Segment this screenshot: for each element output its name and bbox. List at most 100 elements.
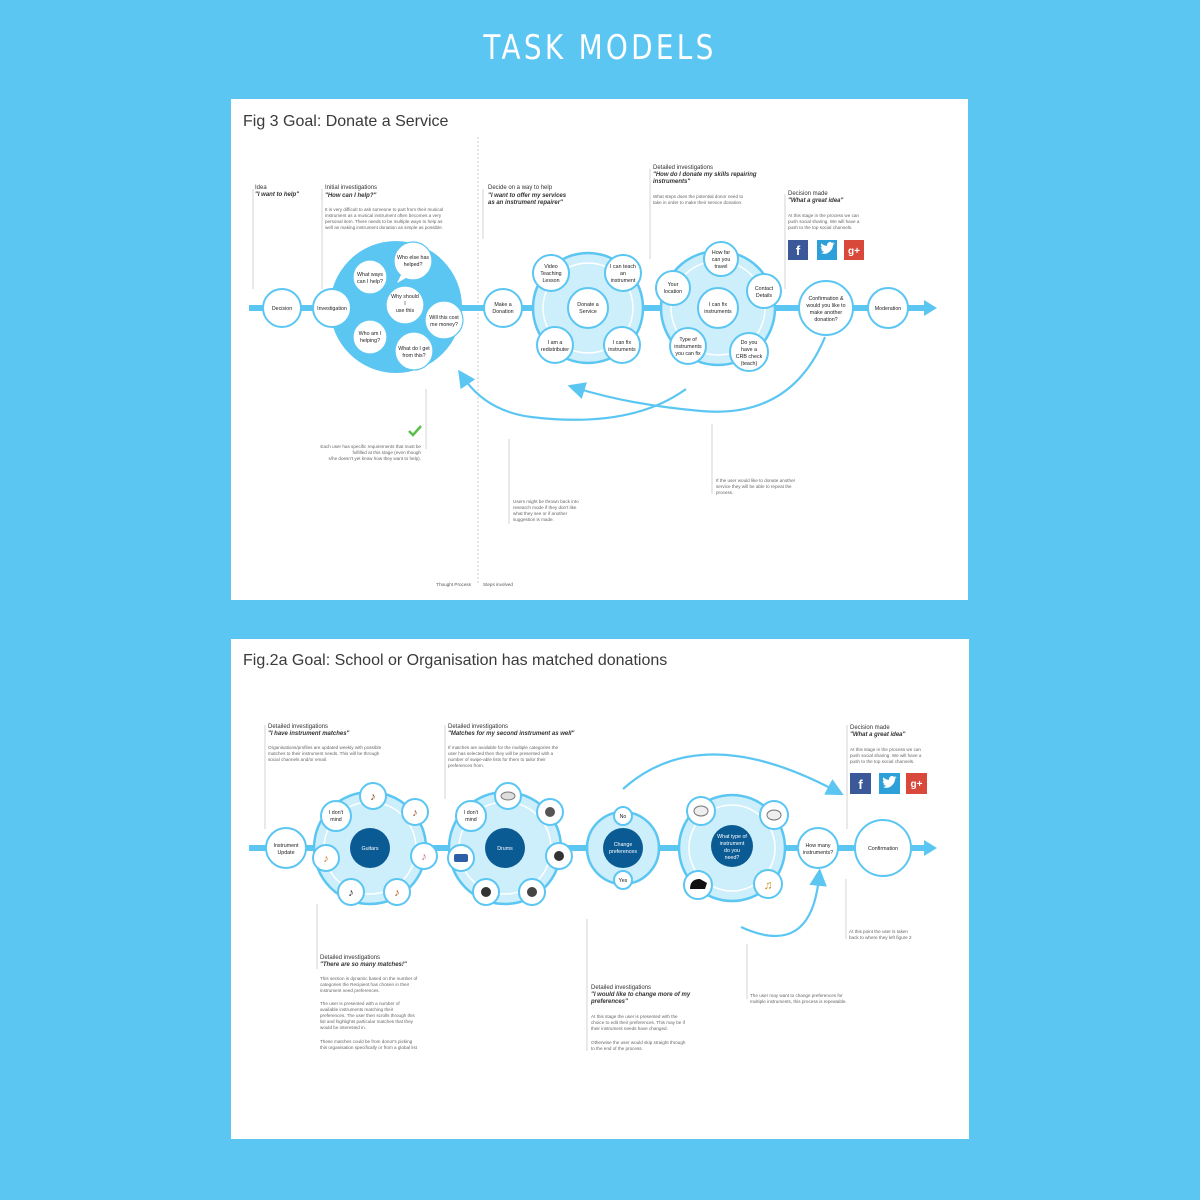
guitar-icon: ♪ (421, 851, 427, 863)
svg-text:Type of: Type of (679, 337, 697, 343)
svg-text:If the user would like to dona: If the user would like to donate another (716, 478, 796, 483)
svg-text:instruments?: instruments? (803, 850, 833, 856)
svg-text:Will this cost: Will this cost (429, 315, 459, 321)
guitar-option[interactable]: ♪ (383, 878, 411, 906)
option-teach-instrument[interactable]: I can teach an instrument (604, 254, 642, 292)
donate-service-center[interactable]: Donate a Service (567, 287, 609, 329)
svg-text:helped?: helped? (404, 262, 423, 268)
option-crb-check[interactable]: Do you have a CRB check (teach) (729, 332, 769, 372)
no-option[interactable]: No (613, 806, 633, 826)
svg-text:mind: mind (330, 817, 342, 823)
drums-center[interactable]: Drums (485, 828, 525, 868)
svg-text:Video: Video (544, 264, 558, 270)
confirmation-node[interactable]: Confirmation (854, 819, 912, 877)
flow-arrowhead (924, 840, 937, 856)
option-how-far[interactable]: How far can you travel (703, 241, 739, 277)
drum-icon (481, 887, 491, 897)
svg-text:need?: need? (725, 855, 740, 861)
drum-option[interactable] (518, 878, 546, 906)
twitter-icon[interactable] (817, 240, 837, 260)
svg-text:I can fix: I can fix (709, 302, 728, 308)
guitar-option[interactable]: ♪ (401, 798, 429, 826)
svg-text:"What a great idea": "What a great idea" (788, 198, 844, 204)
svg-text:use this: use this (396, 308, 415, 314)
svg-text:categories the Recipient has c: categories the Recipient has chosen in t… (320, 982, 410, 987)
svg-text:personal item. There needs to: personal item. There needs to be multipl… (325, 219, 443, 224)
svg-text:I can teach: I can teach (610, 264, 636, 270)
thought-what-ways: What ways can I help? (352, 259, 388, 295)
guitar-option[interactable]: ♪ (359, 782, 387, 810)
svg-text:Decide on a way to help: Decide on a way to help (488, 185, 553, 191)
svg-text:list and highlights particular: list and highlights particular matches t… (320, 1019, 414, 1024)
svg-text:this organisation specifically: this organisation specifically or from a… (320, 1045, 418, 1050)
svg-text:Detailed investigations: Detailed investigations (448, 724, 508, 730)
svg-text:from this?: from this? (402, 353, 425, 359)
guitar-icon: ♪ (348, 887, 354, 899)
svg-text:fulfilled at this stage (even: fulfilled at this stage (even though (353, 450, 422, 455)
guitar-option[interactable]: ♪ (337, 878, 365, 906)
drum-type-option[interactable] (686, 796, 716, 826)
facebook-icon[interactable]: f (788, 240, 808, 260)
moderation-node[interactable]: Moderation (867, 287, 909, 329)
svg-text:Teaching: Teaching (540, 271, 561, 277)
twitter-icon[interactable] (879, 773, 900, 794)
svg-text:you can fix: you can fix (675, 351, 701, 357)
svg-text:preferences": preferences" (590, 999, 628, 1005)
guitars-center[interactable]: Guitars (350, 828, 390, 868)
option-redistributer[interactable]: I am a redistributer (536, 326, 574, 364)
confirmation-node[interactable]: Confirmation & would you like to make an… (798, 280, 854, 336)
yes-option[interactable]: Yes (613, 870, 633, 890)
svg-text:preferences: preferences (609, 849, 637, 855)
detailed-investigations-2: Detailed investigations "Matches for my … (448, 724, 575, 768)
figure-2a-panel: Fig.2a Goal: School or Organisation has … (231, 639, 969, 1139)
saxophone-type-option[interactable]: ♫ (753, 869, 783, 899)
guitar-option[interactable]: ♪ (410, 842, 438, 870)
svg-text:What steps does the potential: What steps does the potential donor need… (653, 194, 744, 199)
svg-text:suggestion is made.: suggestion is made. (513, 517, 554, 522)
guitar-option[interactable]: ♪ (312, 844, 340, 872)
svg-text:"Matches for my second instrum: "Matches for my second instrument as wel… (448, 731, 575, 737)
google-plus-icon[interactable]: g+ (844, 240, 864, 260)
what-type-node[interactable]: What type of instrument do you need? (711, 825, 753, 867)
svg-text:If matches are available for t: If matches are available for the multipl… (448, 745, 558, 750)
svg-text:Detailed investigations: Detailed investigations (268, 724, 328, 730)
figure-3-panel: Fig 3 Goal: Donate a Service Thought Pro… (231, 99, 968, 600)
svg-text:redistributer: redistributer (541, 347, 569, 353)
how-many-node[interactable]: How many instruments? (797, 827, 839, 869)
drum-option[interactable] (472, 878, 500, 906)
drums-dont-mind[interactable]: I don't mind (455, 800, 487, 832)
investigation-node[interactable]: Investigation (312, 288, 352, 328)
make-donation-node[interactable]: Make a Donation (483, 288, 523, 328)
guitars-dont-mind[interactable]: I don't mind (320, 800, 352, 832)
svg-text:instrument as a musical instru: instrument as a musical instrument often… (325, 213, 442, 218)
drum-option[interactable] (536, 798, 564, 826)
facebook-icon[interactable]: f (850, 773, 871, 794)
option-video-lesson[interactable]: Video Teaching Lesson (532, 254, 570, 292)
svg-text:I: I (404, 301, 405, 307)
detailed-investigations-1: Detailed investigations "I have instrume… (268, 724, 382, 762)
svg-text:It is very difficult to ask so: It is very difficult to ask someone to p… (325, 207, 443, 212)
svg-text:The user is presented with a n: The user is presented with a number of (320, 1001, 400, 1006)
change-preferences-note: The user may want to change preferences … (750, 993, 847, 1004)
option-fix-instruments[interactable]: I can fix instruments (603, 326, 641, 364)
svg-text:Contact: Contact (755, 286, 774, 292)
option-contact-details[interactable]: Contact Details (746, 273, 782, 309)
snare-type-option[interactable] (759, 800, 789, 830)
requirements-note: Each user has specific requirements that… (320, 444, 421, 461)
decision-node[interactable]: Decision (262, 288, 302, 328)
change-preferences-node[interactable]: Change preferences (603, 828, 643, 868)
option-your-location[interactable]: Your location (655, 270, 691, 306)
drum-option[interactable] (447, 844, 475, 872)
thought-who-else: Who else has helped? (393, 241, 433, 283)
fix-instruments-center[interactable]: I can fix instruments (697, 287, 739, 329)
drum-option[interactable] (545, 842, 573, 870)
instrument-update-node[interactable]: Instrument Update (265, 827, 307, 869)
option-type-of-instruments[interactable]: Type of instruments you can fix (669, 327, 707, 365)
piano-type-option[interactable] (683, 870, 713, 900)
google-plus-icon[interactable]: g+ (906, 773, 927, 794)
svg-text:These matches could be from do: These matches could be from donor's pick… (320, 1039, 413, 1044)
svg-text:can I help?: can I help? (357, 279, 383, 285)
svg-text:preferences from.: preferences from. (448, 763, 484, 768)
svg-text:travel: travel (715, 264, 728, 270)
drum-option[interactable] (494, 782, 522, 810)
